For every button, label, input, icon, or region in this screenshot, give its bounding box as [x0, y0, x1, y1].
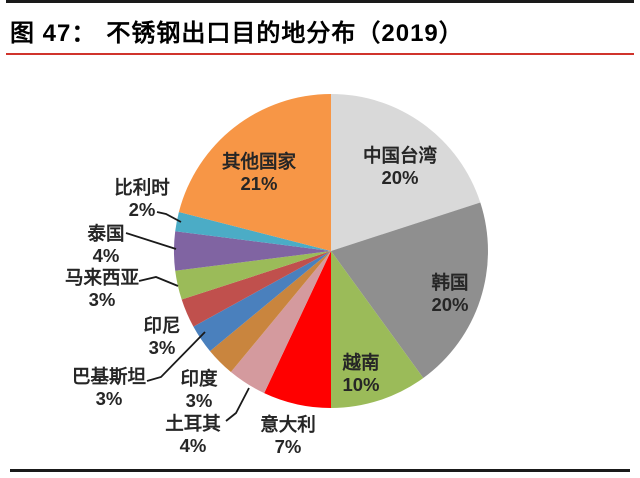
- pie-slice-pakistan: [193, 251, 331, 352]
- leader-line-belgium: [156, 211, 182, 223]
- slice-label-percent: 3%: [89, 289, 116, 310]
- slice-label-percent: 10%: [342, 374, 379, 395]
- slice-label-vietnam: 越南 10%: [341, 352, 379, 395]
- slice-label-turkey: 土耳其 4%: [165, 413, 221, 456]
- slice-label-taiwan-china: 中国台湾 20%: [363, 145, 438, 188]
- leader-line-pakistan: [146, 331, 206, 382]
- slice-label-other-countries: 其他国家 21%: [222, 151, 297, 194]
- pie-slice-indonesia: [181, 251, 331, 327]
- slice-label-indonesia: 印尼 3%: [143, 315, 180, 358]
- leader-line-thailand: [125, 232, 177, 250]
- slice-label-thailand: 泰国 4%: [86, 223, 124, 266]
- pie-slice-malaysia: [175, 251, 331, 300]
- pie-slice-thailand: [173, 231, 331, 271]
- slice-label-percent: 20%: [431, 294, 468, 315]
- slice-label-percent: 20%: [381, 167, 418, 188]
- slice-label-name: 比利时: [114, 177, 170, 198]
- slice-label-name: 越南: [341, 352, 379, 373]
- pie-slice-vietnam: [331, 251, 424, 408]
- accent-rule: [6, 53, 634, 55]
- slice-label-malaysia: 马来西亚 3%: [65, 267, 140, 310]
- slice-label-india: 印度 3%: [180, 368, 218, 411]
- pie-slice-turkey: [230, 251, 331, 394]
- slice-label-name: 其他国家: [222, 151, 297, 172]
- pie-slice-belgium: [175, 212, 331, 251]
- slice-label-belgium: 比利时 2%: [114, 177, 170, 220]
- slice-label-name: 印度: [180, 368, 218, 389]
- slice-label-percent: 7%: [275, 436, 302, 457]
- pie-slice-taiwan-china: [331, 94, 481, 251]
- slice-label-name: 意大利: [260, 414, 316, 435]
- leader-line-turkey: [225, 387, 250, 422]
- slice-label-percent: 21%: [240, 173, 277, 194]
- pie-slice-india: [210, 251, 331, 372]
- slice-label-name: 巴基斯坦: [72, 366, 147, 387]
- slice-label-percent: 4%: [93, 245, 120, 266]
- bottom-rule: [10, 469, 630, 472]
- pie-slice-other-countries: [178, 93, 331, 252]
- slice-label-name: 印尼: [143, 315, 180, 336]
- slice-label-percent: 3%: [96, 388, 123, 409]
- figure-number: 图 47：: [10, 20, 97, 47]
- leader-line-malaysia: [138, 276, 179, 287]
- top-rule: [6, 0, 634, 3]
- slice-label-percent: 4%: [180, 435, 207, 456]
- pie-slice-italy: [264, 251, 331, 409]
- slice-label-name: 马来西亚: [65, 267, 140, 288]
- pie-slice-south-korea: [331, 202, 488, 378]
- slice-label-italy: 意大利 7%: [260, 414, 316, 457]
- slice-label-pakistan: 巴基斯坦 3%: [72, 366, 147, 409]
- slice-label-name: 韩国: [431, 272, 468, 293]
- slice-label-percent: 3%: [186, 390, 213, 411]
- figure-caption: 图 47： 不锈钢出口目的地分布（2019）: [10, 13, 630, 48]
- slice-label-percent: 2%: [129, 199, 156, 220]
- slice-label-name: 土耳其: [165, 413, 221, 434]
- slice-label-name: 泰国: [86, 223, 124, 244]
- slice-label-percent: 3%: [149, 337, 176, 358]
- slice-label-name: 中国台湾: [363, 145, 438, 166]
- figure-title: 不锈钢出口目的地分布（2019）: [106, 20, 464, 47]
- slice-label-south-korea: 韩国 20%: [431, 272, 468, 315]
